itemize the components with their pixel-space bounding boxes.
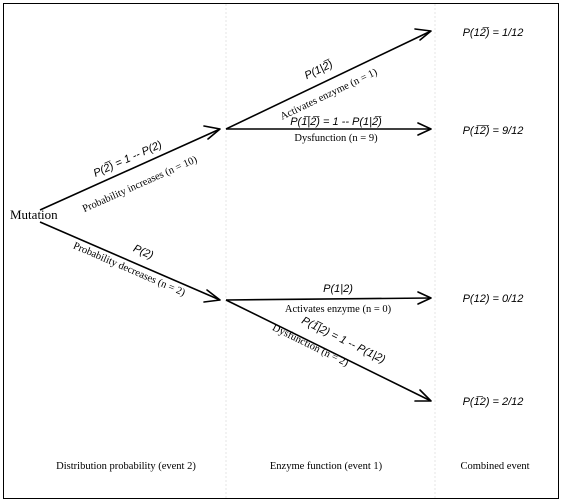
arrowhead-up: [203, 125, 221, 140]
arrowhead-down-dysfunction: [414, 389, 432, 402]
down-activates-description-label: Activates enzyme (n = 0): [285, 304, 392, 315]
column-label-combined: Combined event: [460, 461, 529, 472]
down-description-label: Probability decreases (n = 2): [71, 241, 187, 299]
outcome-up-activates: P(12̅) = 1/12: [463, 27, 524, 39]
down-activates-probability-label: P(1|2): [323, 283, 353, 295]
diagram-frame: [3, 3, 559, 499]
arrowhead-up-dysfunction: [417, 122, 432, 136]
arrowhead-down-activates: [417, 291, 432, 305]
branch-up: [39, 128, 221, 211]
column-label-event2: Distribution probability (event 2): [56, 461, 196, 472]
up-dysfunction-description-label: Dysfunction (n = 9): [294, 133, 378, 144]
branch-down-dysfunction: [225, 299, 432, 402]
branch-down: [39, 221, 221, 301]
outcome-down-activates: P(12) = 0/12: [463, 293, 524, 305]
arrowhead-up-activates: [414, 28, 432, 41]
arrowhead-down: [203, 289, 221, 303]
branch-down-activates: [225, 297, 432, 301]
up-description-label: Probability increases (n = 10): [81, 154, 199, 215]
column-label-event1: Enzyme function (event 1): [270, 461, 383, 472]
up-dysfunction-probability-label: P(1̅|2̅) = 1 -- P(1|2̅): [290, 116, 382, 128]
up-activates-description-label: Activates enzyme (n = 1): [279, 67, 380, 123]
root-label: Mutation: [10, 207, 58, 222]
down-probability-label: P(2): [131, 243, 155, 262]
branch-up-activates: [225, 30, 432, 130]
outcome-up-dysfunction: P(1̅2̅) = 9/12: [463, 125, 524, 137]
outcome-down-dysfunction: P(1̅2) = 2/12: [463, 396, 524, 408]
